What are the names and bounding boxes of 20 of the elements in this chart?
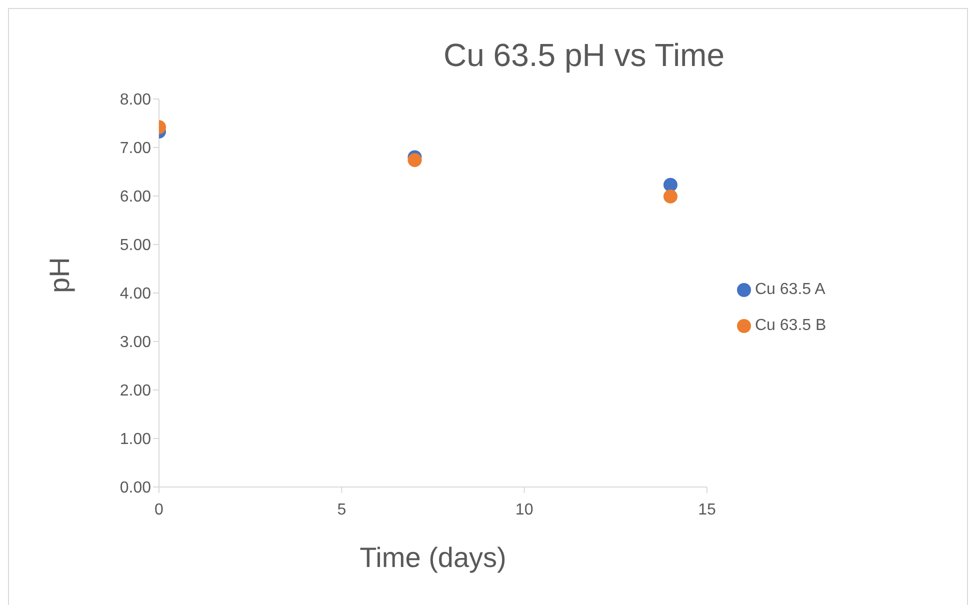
x-tick-label: 5 — [337, 501, 346, 518]
x-tick-label: 10 — [515, 501, 534, 518]
x-tick-label: 15 — [698, 501, 716, 518]
point — [663, 189, 678, 204]
y-tick-label: 2.00 — [120, 382, 152, 400]
y-tick-label: 3.00 — [120, 334, 152, 352]
x-axis-title: Time (days) — [360, 542, 506, 573]
y-tick-label: 6.00 — [120, 188, 152, 206]
y-tick-label: 8.00 — [120, 92, 152, 109]
y-tick-label: 1.00 — [120, 431, 152, 448]
legend-label: Cu 63.5 A — [755, 281, 826, 298]
y-tick-label: 0.00 — [120, 480, 152, 497]
y-tick-label: 5.00 — [120, 237, 152, 254]
point — [663, 178, 678, 192]
y-tick-label: 7.00 — [120, 140, 152, 158]
legend-label: Cu 63.5 B — [755, 317, 826, 334]
chart-title: Cu 63.5 pH vs Time — [442, 37, 726, 74]
y-tick-label: 4.00 — [120, 286, 152, 303]
x-tick-label: 0 — [154, 501, 164, 518]
y-axis-title: pH — [44, 257, 75, 293]
